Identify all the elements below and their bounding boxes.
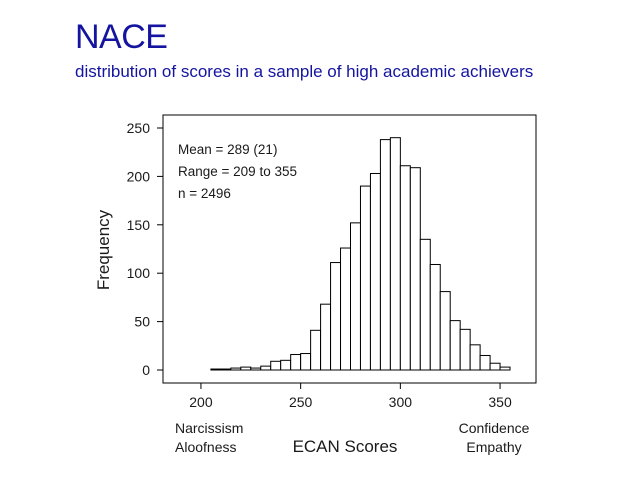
histogram-bar-225 xyxy=(250,367,262,371)
histogram-bar-265 xyxy=(330,262,342,371)
x-right-label-2: Empathy xyxy=(466,439,521,455)
histogram-bar-255 xyxy=(310,329,322,371)
x-left-label-2: Aloofness xyxy=(175,439,236,455)
x-axis-label: ECAN Scores xyxy=(293,437,398,456)
x-axis: 200 250 300 350 xyxy=(189,383,512,410)
x-right-label-1: Confidence xyxy=(459,420,530,436)
slide-subtitle: distribution of scores in a sample of hi… xyxy=(75,62,534,81)
histogram-bar-280 xyxy=(359,185,371,371)
x-left-label-1: Narcissism xyxy=(175,420,243,436)
slide-title: NACE xyxy=(75,18,168,56)
histogram-bar-220 xyxy=(240,366,252,371)
histogram-bar-285 xyxy=(369,172,381,371)
histogram-bar-345 xyxy=(489,362,501,371)
y-tick-label: 150 xyxy=(127,217,151,233)
y-axis: 0 50 100 150 200 250 xyxy=(127,120,163,378)
histogram-bar-210 xyxy=(220,368,232,371)
histogram-bar-215 xyxy=(230,367,242,371)
stats-line-3: n = 2496 xyxy=(178,186,231,201)
plot-frame xyxy=(162,114,537,384)
histogram-bar-335 xyxy=(469,344,481,371)
histogram-bar-290 xyxy=(379,139,391,371)
x-tick-label: 200 xyxy=(189,394,213,410)
y-axis-label: Frequency xyxy=(94,209,113,290)
stats-annotation: Mean = 289 (21) Range = 209 to 355 n = 249… xyxy=(178,142,297,201)
histogram-bar-310 xyxy=(419,238,431,371)
histogram-bar-240 xyxy=(280,359,292,371)
histogram-bar-295 xyxy=(389,137,401,371)
x-tick-label: 250 xyxy=(289,394,313,410)
histogram-bar-300 xyxy=(399,165,411,371)
histogram-bar-320 xyxy=(439,291,451,371)
x-tick-label: 300 xyxy=(389,394,413,410)
y-tick-label: 250 xyxy=(127,120,151,136)
histogram-bar-275 xyxy=(350,222,361,371)
histogram-bar-325 xyxy=(449,320,461,371)
y-tick-label: 100 xyxy=(127,265,151,281)
stats-line-1: Mean = 289 (21) xyxy=(178,142,277,157)
histogram-bar-315 xyxy=(429,263,441,371)
histogram-bar-270 xyxy=(340,247,352,371)
y-tick-label: 50 xyxy=(134,314,150,330)
histogram-bar-350 xyxy=(499,366,511,371)
histogram-bar-340 xyxy=(479,354,491,371)
x-tick-label: 350 xyxy=(488,394,512,410)
y-tick-label: 0 xyxy=(142,362,150,378)
histogram-bar-305 xyxy=(409,167,421,371)
histogram-bar-230 xyxy=(260,365,272,371)
histogram-bar-235 xyxy=(270,360,282,371)
histogram-bar-205 xyxy=(210,368,222,371)
histogram-bar-245 xyxy=(290,354,302,371)
histogram-bar-330 xyxy=(459,328,471,371)
histogram-bars xyxy=(210,137,511,371)
y-tick-label: 200 xyxy=(127,168,151,184)
histogram-bar-250 xyxy=(300,353,312,371)
stats-line-2: Range = 209 to 355 xyxy=(178,164,297,179)
histogram-bar-260 xyxy=(320,303,332,371)
